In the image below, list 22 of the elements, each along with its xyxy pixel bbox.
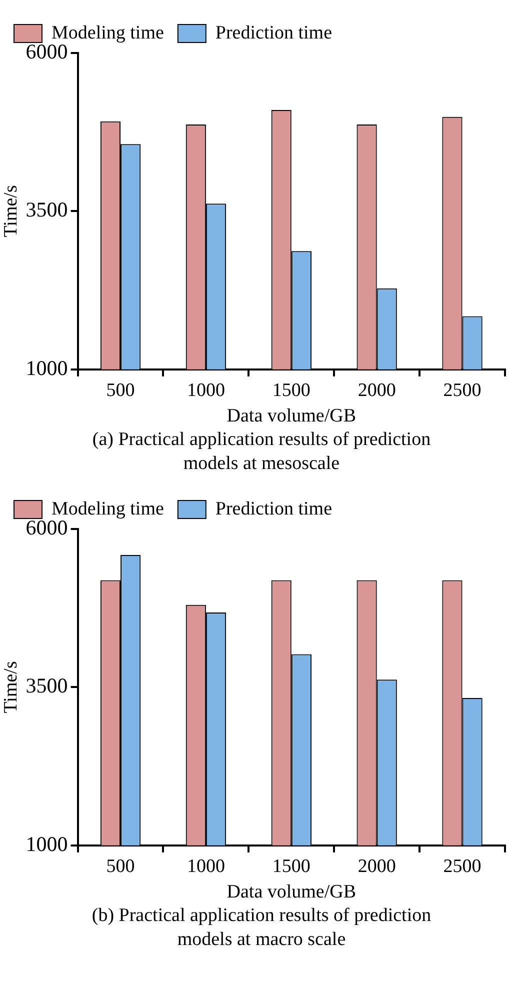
x-tick-label: 1000	[186, 380, 225, 401]
y-axis-title: Time/s	[0, 185, 22, 238]
x-tick-label: 1500	[272, 380, 310, 401]
text: (b) Practical application results of prediction models at macro scale	[90, 904, 432, 952]
x-tick-label: 2500	[443, 380, 482, 401]
y-tick-label: 3500	[26, 198, 68, 222]
x-tick-label: 2000	[358, 380, 396, 401]
y-axis-title: Time/s	[0, 661, 22, 714]
x-axis-title: Data volume/GB	[226, 406, 356, 427]
x-tick-label: 2000	[358, 856, 396, 877]
text: (a) Practical application results of prediction models at mesoscale	[91, 428, 432, 476]
x-tick-label: 1000	[186, 856, 225, 877]
legend-label: Prediction time	[215, 498, 332, 520]
x-tick-label: 500	[106, 856, 135, 877]
x-tick-label: 500	[106, 380, 135, 401]
legend-label: Prediction time	[215, 22, 332, 44]
y-tick-label: 1000	[26, 356, 68, 380]
y-tick-label: 3500	[26, 674, 68, 698]
x-tick-label: 1500	[272, 856, 310, 877]
y-tick-label: 1000	[26, 832, 68, 856]
x-axis-title: Data volume/GB	[226, 882, 356, 903]
x-tick-label: 2500	[443, 856, 482, 877]
